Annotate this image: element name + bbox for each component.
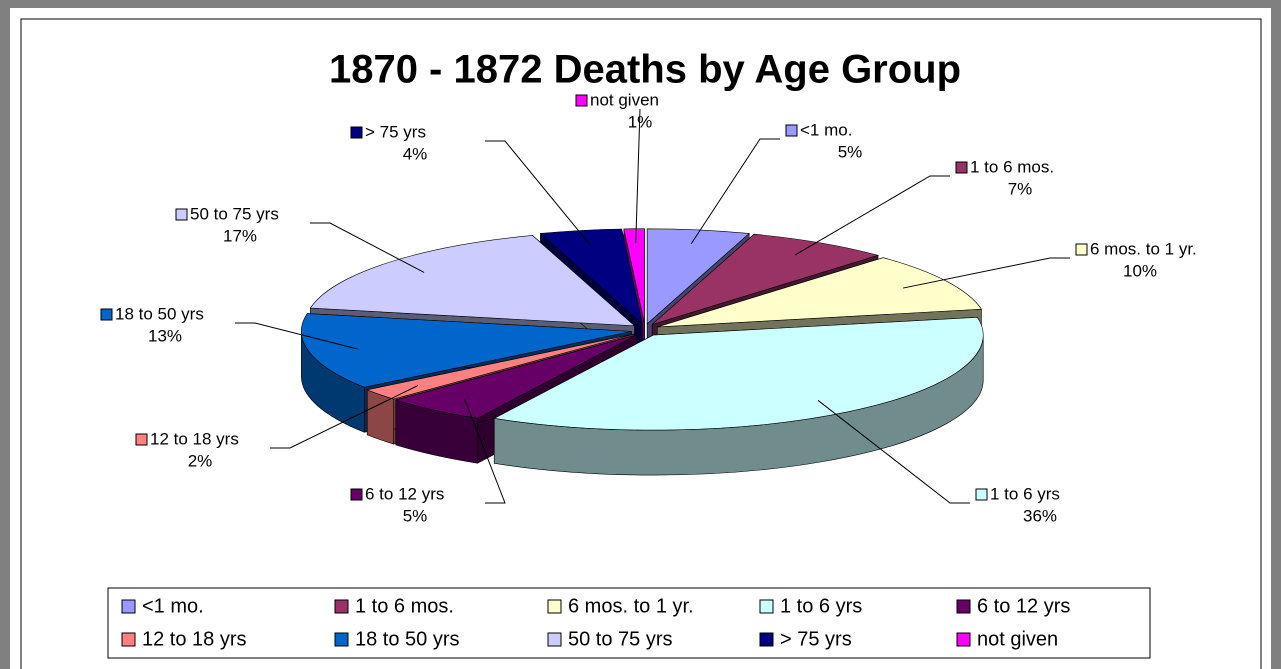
data-label: 5% (838, 142, 863, 161)
data-label: 36% (1023, 506, 1057, 525)
legend-key (956, 599, 971, 614)
slice (657, 257, 982, 328)
data-label-name: > 75 yrs (365, 122, 426, 141)
legend-label: 1 to 6 mos. (355, 595, 454, 617)
legend-key (759, 632, 774, 647)
label-key (785, 124, 798, 137)
slice (539, 228, 643, 325)
legend-label: not given (977, 628, 1058, 650)
slice (309, 235, 636, 327)
chart-border (20, 18, 1262, 669)
leader-line (794, 175, 950, 256)
legend-label: 1 to 6 yrs (780, 595, 862, 617)
label-key (1075, 243, 1088, 256)
data-label-name: 6 to 12 yrs (365, 484, 444, 503)
leader-line (690, 138, 780, 245)
legend-key (334, 632, 349, 647)
data-label: 2% (188, 451, 213, 470)
data-label: 10% (1123, 261, 1157, 280)
legend-label: 6 mos. to 1 yr. (568, 595, 694, 617)
leader-line (485, 140, 591, 245)
legend-label: 50 to 75 yrs (568, 628, 673, 650)
legend-label: <1 mo. (142, 595, 204, 617)
data-label: 13% (148, 326, 182, 345)
leader-line (817, 400, 970, 504)
legend-label: > 75 yrs (780, 628, 852, 650)
legend-key (334, 599, 349, 614)
leader-line (464, 398, 506, 504)
slice (301, 313, 632, 388)
leader-line (635, 108, 641, 244)
legend-label: 18 to 50 yrs (355, 628, 460, 650)
label-key (350, 488, 363, 501)
leader-line (902, 257, 1070, 289)
label-key (955, 161, 968, 174)
label-key (350, 126, 363, 139)
data-label-name: 50 to 75 yrs (190, 204, 279, 223)
legend-key (121, 599, 136, 614)
data-label: 17% (223, 226, 257, 245)
label-key (135, 433, 148, 446)
data-label-name: <1 mo. (800, 120, 852, 139)
data-label: 4% (403, 144, 428, 163)
chart-title: 1870 - 1872 Deaths by Age Group (329, 48, 961, 92)
label-key (575, 94, 588, 107)
slice (651, 233, 880, 325)
data-label-name: 12 to 18 yrs (150, 429, 239, 448)
slice (623, 228, 645, 324)
legend-key (121, 632, 136, 647)
data-label-name: 1 to 6 mos. (970, 157, 1054, 176)
data-label-name: 1 to 6 yrs (990, 484, 1060, 503)
leader-line (235, 322, 358, 350)
data-label-name: not given (590, 90, 659, 109)
legend-label: 6 to 12 yrs (977, 595, 1070, 617)
legend-key (759, 599, 774, 614)
label-key (175, 208, 188, 221)
legend-label: 12 to 18 yrs (142, 628, 247, 650)
data-label: 7% (1008, 179, 1033, 198)
label-key (975, 488, 988, 501)
slice (394, 334, 637, 419)
leader-line (270, 385, 419, 449)
data-label-name: 6 mos. to 1 yr. (1090, 239, 1197, 258)
legend-key (956, 632, 971, 647)
legend-key (547, 632, 562, 647)
leader-line (310, 222, 425, 273)
label-key (100, 308, 113, 321)
slice (366, 333, 635, 400)
slice (493, 316, 984, 431)
legend-box (107, 587, 1151, 659)
data-label: 1% (628, 112, 653, 131)
data-label-name: 18 to 50 yrs (115, 304, 204, 323)
legend-key (547, 599, 562, 614)
data-label: 5% (403, 506, 428, 525)
slice (646, 228, 750, 325)
